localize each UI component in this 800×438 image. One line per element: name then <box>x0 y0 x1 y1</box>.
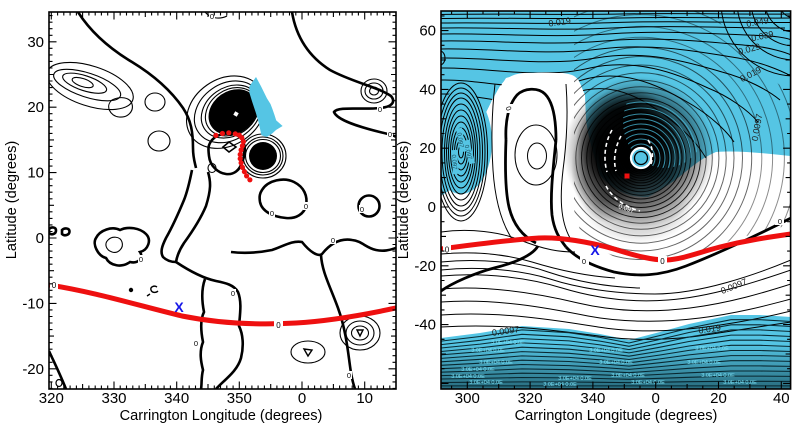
svg-text:0: 0 <box>445 246 450 255</box>
svg-text:10: 10 <box>27 165 44 182</box>
svg-text:0: 0 <box>582 257 586 266</box>
svg-text:0: 0 <box>52 281 57 290</box>
svg-text:3.0E+04 0.0E: 3.0E+04 0.0E <box>589 348 623 354</box>
svg-text:0: 0 <box>194 339 198 348</box>
svg-text:3.0E+04 0.0E: 3.0E+04 0.0E <box>611 373 645 379</box>
svg-text:0: 0 <box>331 236 335 245</box>
svg-text:Carrington Longitude (degrees): Carrington Longitude (degrees) <box>120 408 323 424</box>
svg-text:Carrington Longitude (degrees): Carrington Longitude (degrees) <box>515 408 718 424</box>
svg-text:0: 0 <box>378 105 382 114</box>
svg-text:3.0E+04 0.0E: 3.0E+04 0.0E <box>687 360 721 366</box>
svg-text:3.0E+04 0.0E: 3.0E+04 0.0E <box>599 360 633 366</box>
svg-text:0: 0 <box>360 205 364 214</box>
svg-text:0: 0 <box>210 12 214 21</box>
svg-text:3.0E+04 0.0E: 3.0E+04 0.0E <box>491 340 525 346</box>
svg-text:3.0E+04 0.0E: 3.0E+04 0.0E <box>461 367 495 373</box>
svg-text:-20: -20 <box>414 258 436 275</box>
svg-text:3.0E+04 0.0E: 3.0E+04 0.0E <box>723 380 757 386</box>
svg-text:20: 20 <box>710 390 727 407</box>
svg-text:-10: -10 <box>22 295 44 312</box>
svg-text:3.0E+04 0.0E: 3.0E+04 0.0E <box>631 380 665 386</box>
svg-text:-40: -40 <box>414 317 436 334</box>
svg-text:350: 350 <box>227 390 252 407</box>
svg-text:320: 320 <box>39 390 64 407</box>
svg-text:0: 0 <box>304 202 308 211</box>
svg-text:3.0E+04 0.0E: 3.0E+04 0.0E <box>479 360 513 366</box>
svg-text:0: 0 <box>276 321 281 330</box>
svg-text:0: 0 <box>270 209 274 218</box>
svg-text:0: 0 <box>347 371 351 380</box>
svg-text:Latitude (degrees): Latitude (degrees) <box>4 141 20 259</box>
svg-text:X: X <box>174 299 184 315</box>
svg-text:40: 40 <box>773 390 790 407</box>
svg-text:Latitude (degrees): Latitude (degrees) <box>396 141 412 259</box>
svg-text:60: 60 <box>419 23 436 40</box>
svg-text:0: 0 <box>428 199 436 216</box>
svg-text:3.0E+04 0.0E: 3.0E+04 0.0E <box>543 382 577 388</box>
svg-text:0: 0 <box>36 230 44 247</box>
svg-text:20: 20 <box>27 99 44 116</box>
svg-text:3.0E+04 0.0E: 3.0E+04 0.0E <box>471 348 505 354</box>
svg-text:X: X <box>590 242 600 258</box>
svg-text:40: 40 <box>419 81 436 98</box>
svg-text:340: 340 <box>164 390 189 407</box>
svg-text:0: 0 <box>298 390 306 407</box>
svg-text:20: 20 <box>419 140 436 157</box>
svg-text:0: 0 <box>778 217 782 226</box>
svg-text:0: 0 <box>139 255 143 264</box>
svg-text:30: 30 <box>27 34 44 51</box>
svg-text:3.0E+04 0.0E: 3.0E+04 0.0E <box>558 376 592 382</box>
svg-text:0: 0 <box>652 390 660 407</box>
svg-text:340: 340 <box>580 390 605 407</box>
svg-text:330: 330 <box>101 390 126 407</box>
svg-text:-20: -20 <box>22 361 44 378</box>
svg-text:0: 0 <box>660 257 665 266</box>
svg-text:3.0E+04 0.0E: 3.0E+04 0.0E <box>701 373 735 379</box>
svg-text:0: 0 <box>231 289 235 298</box>
svg-text:300: 300 <box>455 390 480 407</box>
svg-text:320: 320 <box>518 390 543 407</box>
svg-text:3.0E+04 0.0E: 3.0E+04 0.0E <box>469 380 503 386</box>
svg-text:0: 0 <box>388 130 392 139</box>
svg-text:3.0E+04 0.0E: 3.0E+04 0.0E <box>695 346 729 352</box>
svg-text:10: 10 <box>356 390 373 407</box>
